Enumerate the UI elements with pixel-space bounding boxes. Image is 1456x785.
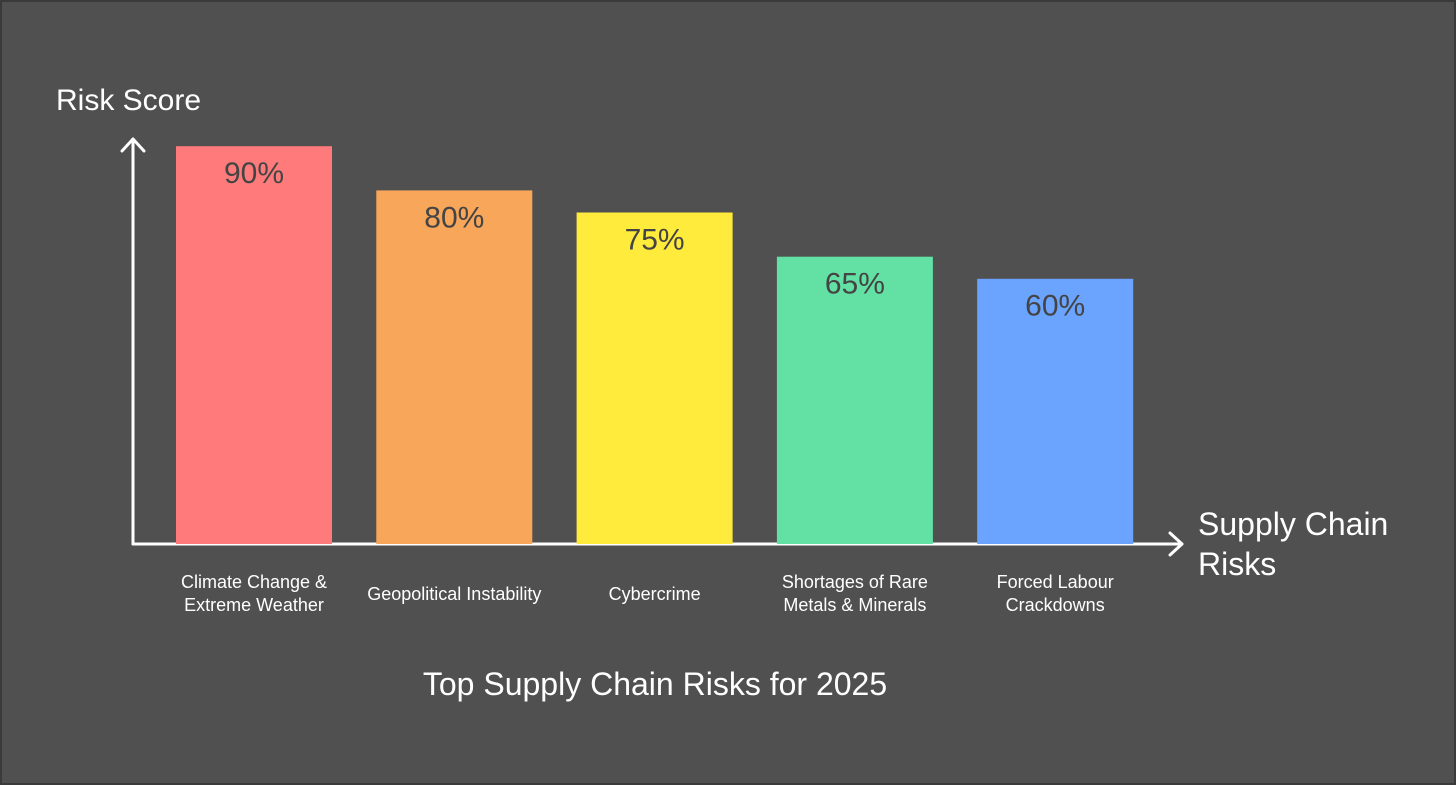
bars: 90% 80% 75% 65% 60% xyxy=(176,146,1134,544)
value-label: 65% xyxy=(825,268,885,301)
bar xyxy=(376,190,533,544)
bar xyxy=(776,256,933,544)
chart-title: Top Supply Chain Risks for 2025 xyxy=(422,666,888,702)
bar xyxy=(576,212,733,544)
x-tick-label: Geopolitical Instability xyxy=(367,583,542,604)
value-label: 90% xyxy=(224,157,284,190)
x-axis-title: Supply Chain Risks xyxy=(1198,506,1389,582)
y-axis-title: Risk Score xyxy=(56,84,202,117)
x-tick-label: Forced Labour Crackdowns xyxy=(996,572,1114,615)
x-tick-label: Shortages of Rare Metals & Minerals xyxy=(781,572,928,615)
x-tick-label: Climate Change & Extreme Weather xyxy=(180,572,328,615)
bar xyxy=(977,278,1134,544)
value-label: 80% xyxy=(424,201,484,234)
x-tick-label: Cybercrime xyxy=(608,583,701,604)
value-label: 60% xyxy=(1025,290,1085,323)
value-label: 75% xyxy=(625,223,685,256)
y-axis xyxy=(120,137,146,546)
bar xyxy=(176,146,332,544)
